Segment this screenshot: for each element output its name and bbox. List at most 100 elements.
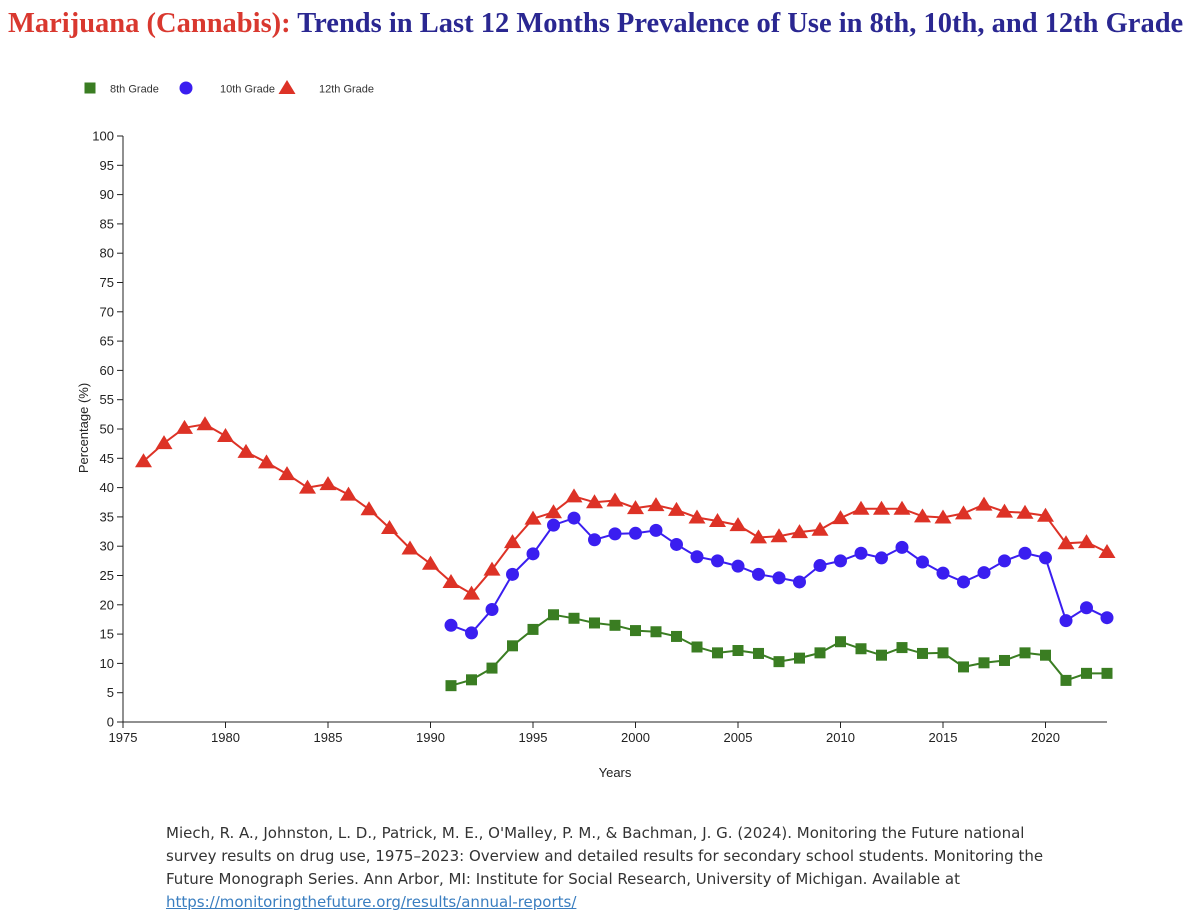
- y-tick-label: 0: [107, 715, 114, 730]
- chart-legend: 8th Grade 10th Grade 12th Grade: [84, 80, 374, 96]
- data-point: [319, 476, 337, 491]
- data-point: [957, 575, 970, 589]
- data-point: [485, 602, 499, 616]
- data-point: [793, 575, 806, 589]
- legend-item: 12th Grade: [278, 80, 374, 96]
- data-point: [917, 647, 928, 659]
- data-point: [135, 453, 152, 468]
- data-point: [770, 528, 788, 543]
- data-point: [712, 647, 723, 659]
- data-point: [791, 524, 808, 539]
- data-point: [647, 497, 665, 512]
- x-tick-label: 2000: [621, 730, 650, 745]
- data-point: [814, 647, 826, 659]
- data-point: [914, 508, 931, 523]
- data-point: [506, 567, 519, 581]
- data-point: [155, 435, 173, 450]
- y-tick-label: 65: [100, 334, 114, 349]
- data-point: [978, 657, 990, 669]
- y-tick-label: 25: [100, 568, 114, 583]
- chart-title-prefix: Marijuana (Cannabis):: [8, 8, 291, 39]
- data-point: [999, 654, 1010, 666]
- data-point: [996, 503, 1013, 518]
- data-point: [916, 555, 929, 569]
- data-point: [1037, 507, 1054, 522]
- x-tick-label: 2015: [929, 730, 958, 745]
- data-point: [835, 636, 846, 648]
- series-10th-grade: [444, 511, 1114, 640]
- data-point: [691, 641, 703, 653]
- data-point: [299, 479, 316, 494]
- data-point: [670, 537, 683, 551]
- data-point: [629, 526, 642, 540]
- series-8th-grade: [445, 609, 1113, 692]
- data-point: [732, 645, 744, 657]
- data-point: [608, 527, 622, 541]
- data-point: [1098, 544, 1116, 559]
- data-point: [1059, 614, 1073, 628]
- data-point: [526, 547, 540, 561]
- data-point: [466, 674, 477, 686]
- data-point: [711, 554, 724, 568]
- data-point: [176, 419, 193, 434]
- data-point: [895, 540, 909, 554]
- data-point: [483, 561, 501, 576]
- data-point: [1019, 647, 1031, 659]
- chart-title-main: Trends in Last 12 Months Prevalence of U…: [297, 8, 1184, 39]
- citation-link[interactable]: https://monitoringthefuture.org/results/…: [166, 893, 577, 911]
- data-point: [753, 647, 764, 659]
- x-axis-title: Years: [599, 765, 632, 780]
- data-point: [1018, 546, 1032, 560]
- data-point: [445, 680, 457, 692]
- data-point: [709, 513, 726, 528]
- x-tick-label: 1995: [519, 730, 548, 745]
- data-point: [340, 486, 357, 501]
- data-point: [893, 500, 911, 515]
- data-point: [565, 488, 583, 503]
- y-tick-label: 35: [100, 509, 114, 524]
- legend-item: 10th Grade: [179, 81, 275, 96]
- data-point: [958, 661, 969, 673]
- data-point: [1040, 649, 1051, 661]
- data-point: [360, 501, 378, 516]
- data-point: [1057, 535, 1075, 550]
- chart-title: Marijuana (Cannabis): Trends in Last 12 …: [8, 6, 1200, 42]
- x-tick-label: 2010: [826, 730, 855, 745]
- y-tick-label: 85: [100, 216, 114, 231]
- data-point: [548, 609, 559, 621]
- data-point: [237, 443, 255, 458]
- data-point: [998, 554, 1011, 568]
- data-point: [649, 523, 663, 537]
- y-tick-label: 15: [100, 627, 114, 642]
- legend-item: 8th Grade: [84, 82, 159, 96]
- data-point: [650, 626, 662, 638]
- data-point: [772, 571, 786, 585]
- data-point: [1080, 601, 1093, 615]
- data-point: [547, 518, 560, 532]
- y-tick-label: 95: [100, 158, 114, 173]
- y-tick-label: 45: [100, 451, 114, 466]
- data-point: [258, 454, 275, 469]
- legend-marker: [84, 82, 96, 94]
- data-point: [1081, 667, 1092, 679]
- data-point: [896, 642, 908, 654]
- legend-label: 12th Grade: [319, 84, 374, 96]
- data-point: [588, 533, 601, 547]
- chart-plot-area: [135, 416, 1116, 692]
- legend-label: 10th Grade: [220, 84, 275, 96]
- y-axis-title: Percentage (%): [76, 383, 91, 473]
- x-tick-label: 1990: [416, 730, 445, 745]
- data-point: [630, 625, 641, 637]
- x-tick-label: 1975: [109, 730, 138, 745]
- data-point: [832, 510, 849, 525]
- data-point: [1039, 551, 1052, 565]
- data-point: [1100, 611, 1114, 625]
- data-point: [401, 540, 419, 555]
- y-tick-label: 80: [100, 246, 114, 261]
- data-point: [876, 649, 887, 661]
- data-point: [381, 520, 398, 535]
- data-point: [589, 617, 600, 629]
- x-tick-label: 1980: [211, 730, 240, 745]
- data-point: [852, 500, 870, 515]
